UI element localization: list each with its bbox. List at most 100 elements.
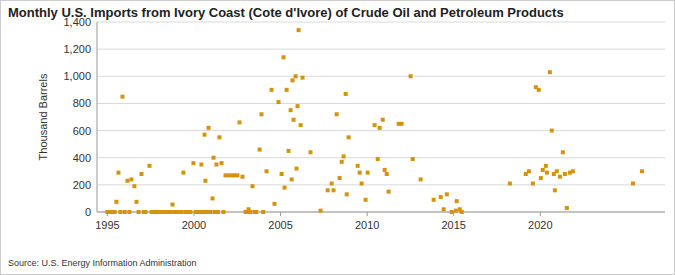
point bbox=[280, 172, 284, 176]
point bbox=[445, 192, 449, 196]
point bbox=[134, 200, 138, 204]
point bbox=[287, 149, 291, 153]
point bbox=[347, 135, 351, 139]
point bbox=[527, 169, 531, 173]
grid-line bbox=[97, 130, 665, 131]
y-tick-label: 1,200 bbox=[63, 43, 91, 55]
point bbox=[118, 210, 122, 214]
points bbox=[105, 28, 644, 214]
point bbox=[114, 200, 118, 204]
point bbox=[299, 123, 303, 127]
point bbox=[296, 104, 300, 108]
point bbox=[319, 209, 323, 213]
point bbox=[297, 28, 301, 32]
point bbox=[640, 169, 644, 173]
point bbox=[342, 154, 346, 158]
point bbox=[548, 70, 552, 74]
point bbox=[125, 179, 129, 183]
point bbox=[216, 210, 220, 214]
point bbox=[214, 163, 218, 167]
background bbox=[1, 1, 675, 275]
grid-line bbox=[97, 103, 665, 104]
point bbox=[544, 164, 548, 168]
point bbox=[258, 148, 262, 152]
y-tick-label: 1,000 bbox=[63, 70, 91, 82]
point bbox=[326, 188, 330, 192]
point bbox=[292, 118, 296, 122]
point bbox=[169, 210, 173, 214]
point bbox=[290, 177, 294, 181]
point bbox=[260, 112, 264, 116]
point bbox=[631, 182, 635, 186]
point bbox=[235, 173, 239, 177]
point bbox=[270, 88, 274, 92]
point bbox=[332, 188, 336, 192]
point bbox=[283, 186, 287, 190]
point bbox=[261, 210, 265, 214]
point bbox=[251, 184, 255, 188]
point bbox=[360, 182, 364, 186]
point bbox=[553, 188, 557, 192]
point bbox=[335, 112, 339, 116]
point bbox=[376, 157, 380, 161]
point bbox=[460, 210, 464, 214]
point bbox=[378, 126, 382, 130]
point bbox=[439, 195, 443, 199]
point bbox=[442, 207, 446, 211]
point bbox=[203, 133, 207, 137]
point bbox=[265, 169, 269, 173]
point bbox=[201, 210, 205, 214]
x-tick bbox=[540, 212, 541, 216]
point bbox=[381, 118, 385, 122]
point bbox=[179, 210, 183, 214]
grid-line bbox=[97, 49, 665, 50]
point bbox=[205, 210, 209, 214]
point bbox=[132, 184, 136, 188]
y-axis-label: Thousand Barrels bbox=[37, 73, 49, 160]
grid-line bbox=[97, 184, 665, 185]
point bbox=[531, 182, 535, 186]
point bbox=[383, 168, 387, 172]
point bbox=[561, 150, 565, 154]
point bbox=[338, 176, 342, 180]
point bbox=[345, 192, 349, 196]
point bbox=[309, 150, 313, 154]
point bbox=[340, 160, 344, 164]
x-tick-label: 2000 bbox=[182, 219, 206, 231]
grid-line bbox=[97, 157, 665, 158]
point bbox=[137, 210, 141, 214]
point bbox=[454, 209, 458, 213]
point bbox=[282, 55, 286, 59]
point bbox=[220, 161, 224, 165]
point bbox=[537, 88, 541, 92]
point bbox=[294, 74, 298, 78]
x-tick-label: 1995 bbox=[95, 219, 119, 231]
y-tick-label: 600 bbox=[73, 125, 91, 137]
point bbox=[120, 95, 124, 99]
x-tick-label: 2010 bbox=[355, 219, 379, 231]
point bbox=[248, 210, 252, 214]
point bbox=[385, 172, 389, 176]
chart: Monthly U.S. Imports from Ivory Coast (C… bbox=[0, 0, 675, 275]
point bbox=[301, 76, 305, 80]
point bbox=[240, 175, 244, 179]
point bbox=[373, 123, 377, 127]
x-tick-label: 2005 bbox=[268, 219, 292, 231]
point bbox=[116, 171, 120, 175]
point bbox=[508, 182, 512, 186]
y-tick-label: 200 bbox=[73, 179, 91, 191]
point bbox=[123, 210, 127, 214]
point bbox=[356, 164, 360, 168]
point bbox=[539, 176, 543, 180]
point bbox=[571, 169, 575, 173]
point bbox=[208, 210, 212, 214]
grid-line bbox=[97, 22, 665, 23]
point bbox=[212, 156, 216, 160]
point bbox=[432, 198, 436, 202]
point bbox=[211, 196, 215, 200]
point bbox=[563, 172, 567, 176]
point bbox=[291, 78, 295, 82]
y-tick-label: 400 bbox=[73, 152, 91, 164]
point bbox=[450, 210, 454, 214]
point bbox=[419, 177, 423, 181]
